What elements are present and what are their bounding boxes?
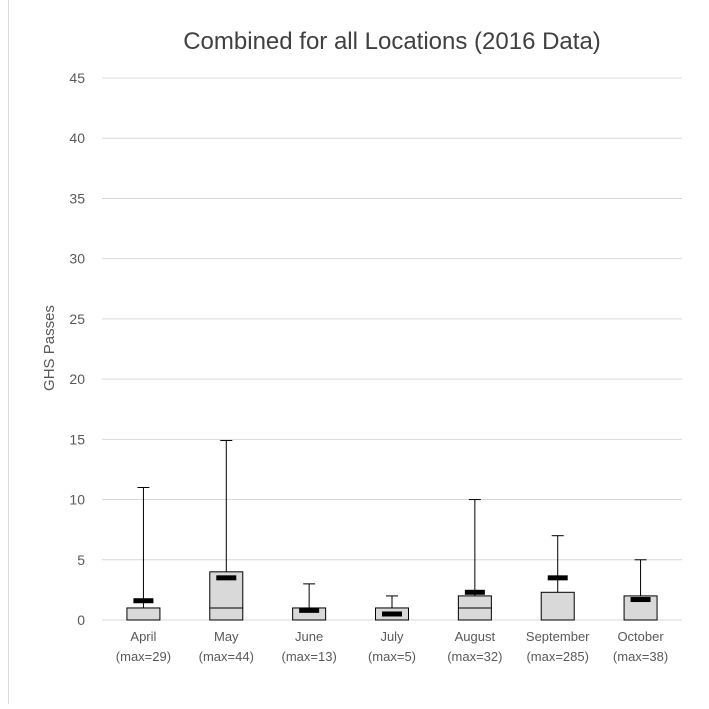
box-september (540, 535, 575, 621)
boxes (126, 440, 658, 621)
x-tick-label: April (130, 629, 156, 644)
chart-title: Combined for all Locations (2016 Data) (183, 28, 601, 55)
mean-marker (464, 589, 485, 595)
x-tick-label: September (526, 629, 590, 644)
box-june (292, 583, 327, 621)
x-tick-sublabel: (max=44) (199, 649, 254, 664)
y-tick-label: 45 (69, 70, 85, 86)
iqr-box (209, 571, 244, 621)
gridlines (102, 77, 682, 621)
x-tick-sublabel: (max=5) (368, 649, 416, 664)
box-may (209, 440, 244, 621)
x-tick-sublabel: (max=13) (282, 649, 337, 664)
mean-marker (133, 598, 154, 604)
x-tick-sublabel: (max=285) (526, 649, 589, 664)
x-tick-label: June (295, 629, 323, 644)
y-axis-label: GHS Passes (41, 305, 58, 391)
box-october (623, 559, 658, 621)
box-april (126, 487, 161, 621)
box-july (375, 595, 409, 621)
y-tick-label: 40 (69, 130, 85, 146)
y-tick-label: 5 (77, 552, 85, 568)
y-tick-label: 20 (69, 371, 85, 387)
x-tick-sublabel: (max=29) (116, 649, 171, 664)
x-tick-labels: April (max=29) May (max=44) June (max=13) July… (116, 629, 668, 664)
mean-marker (547, 575, 568, 581)
iqr-box (540, 591, 575, 621)
y-tick-label: 0 (77, 612, 85, 628)
mean-marker (382, 611, 402, 617)
x-tick-sublabel: (max=32) (447, 649, 502, 664)
y-tick-labels: 0 5 10 15 20 25 30 35 40 45 (69, 70, 85, 628)
y-tick-label: 10 (69, 492, 85, 508)
y-tick-label: 25 (69, 311, 85, 327)
x-tick-label: October (617, 629, 664, 644)
panel-divider (8, 0, 9, 704)
x-tick-label: May (214, 629, 239, 644)
mean-marker (216, 575, 237, 581)
x-tick-label: August (455, 629, 496, 644)
box-august (457, 499, 492, 621)
mean-marker (299, 607, 320, 613)
x-tick-label: July (380, 629, 404, 644)
y-tick-label: 35 (69, 190, 85, 206)
y-tick-label: 30 (69, 251, 85, 267)
y-tick-label: 15 (69, 431, 85, 447)
iqr-box (126, 607, 161, 621)
mean-marker (630, 597, 651, 603)
x-tick-sublabel: (max=38) (613, 649, 668, 664)
